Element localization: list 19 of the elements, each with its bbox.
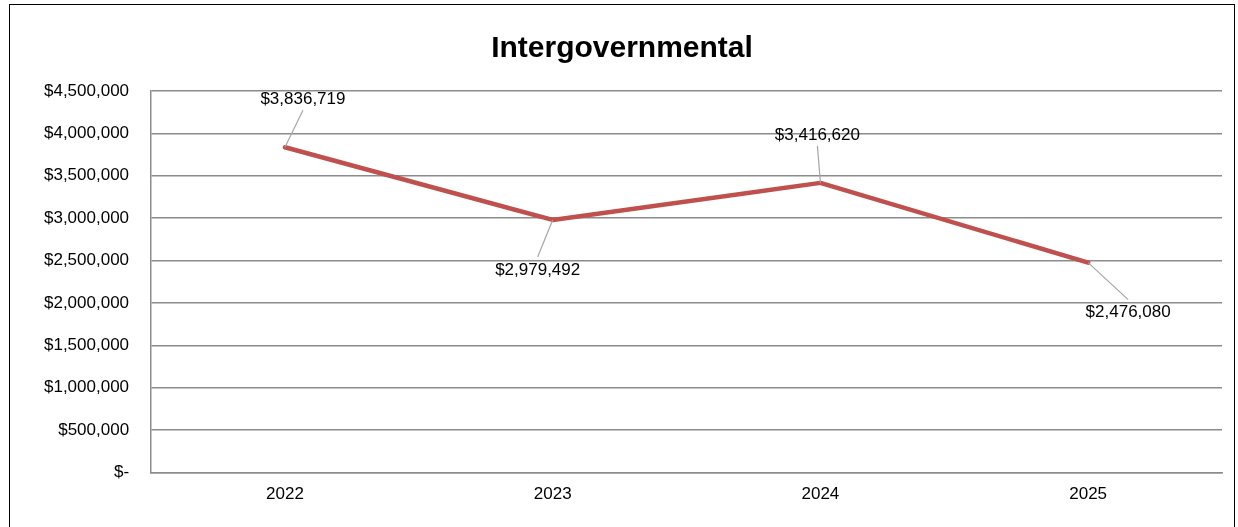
x-tick-label: 2025 — [1069, 484, 1108, 504]
y-tick-label: $2,000,000 — [43, 292, 130, 312]
x-tick-label: 2024 — [801, 484, 840, 504]
y-tick-label: $2,500,000 — [43, 250, 130, 270]
y-tick-label: $4,500,000 — [43, 80, 130, 100]
y-tick-label: $3,500,000 — [43, 165, 130, 185]
y-tick-label: $- — [113, 462, 130, 482]
data-label: $2,979,492 — [495, 259, 581, 279]
x-tick-label: 2022 — [266, 484, 304, 504]
y-tick-label: $3,000,000 — [43, 207, 130, 227]
y-tick-label: $1,500,000 — [43, 335, 130, 355]
y-tick-label: $4,000,000 — [43, 123, 130, 143]
data-label: $3,416,620 — [774, 124, 860, 144]
chart-title: Intergovernmental — [491, 30, 753, 64]
data-label: $3,836,719 — [260, 88, 346, 108]
data-label: $2,476,080 — [1085, 302, 1171, 322]
y-tick-label: $500,000 — [58, 419, 130, 439]
x-tick-label: 2023 — [533, 484, 572, 504]
y-tick-label: $1,000,000 — [43, 377, 130, 397]
